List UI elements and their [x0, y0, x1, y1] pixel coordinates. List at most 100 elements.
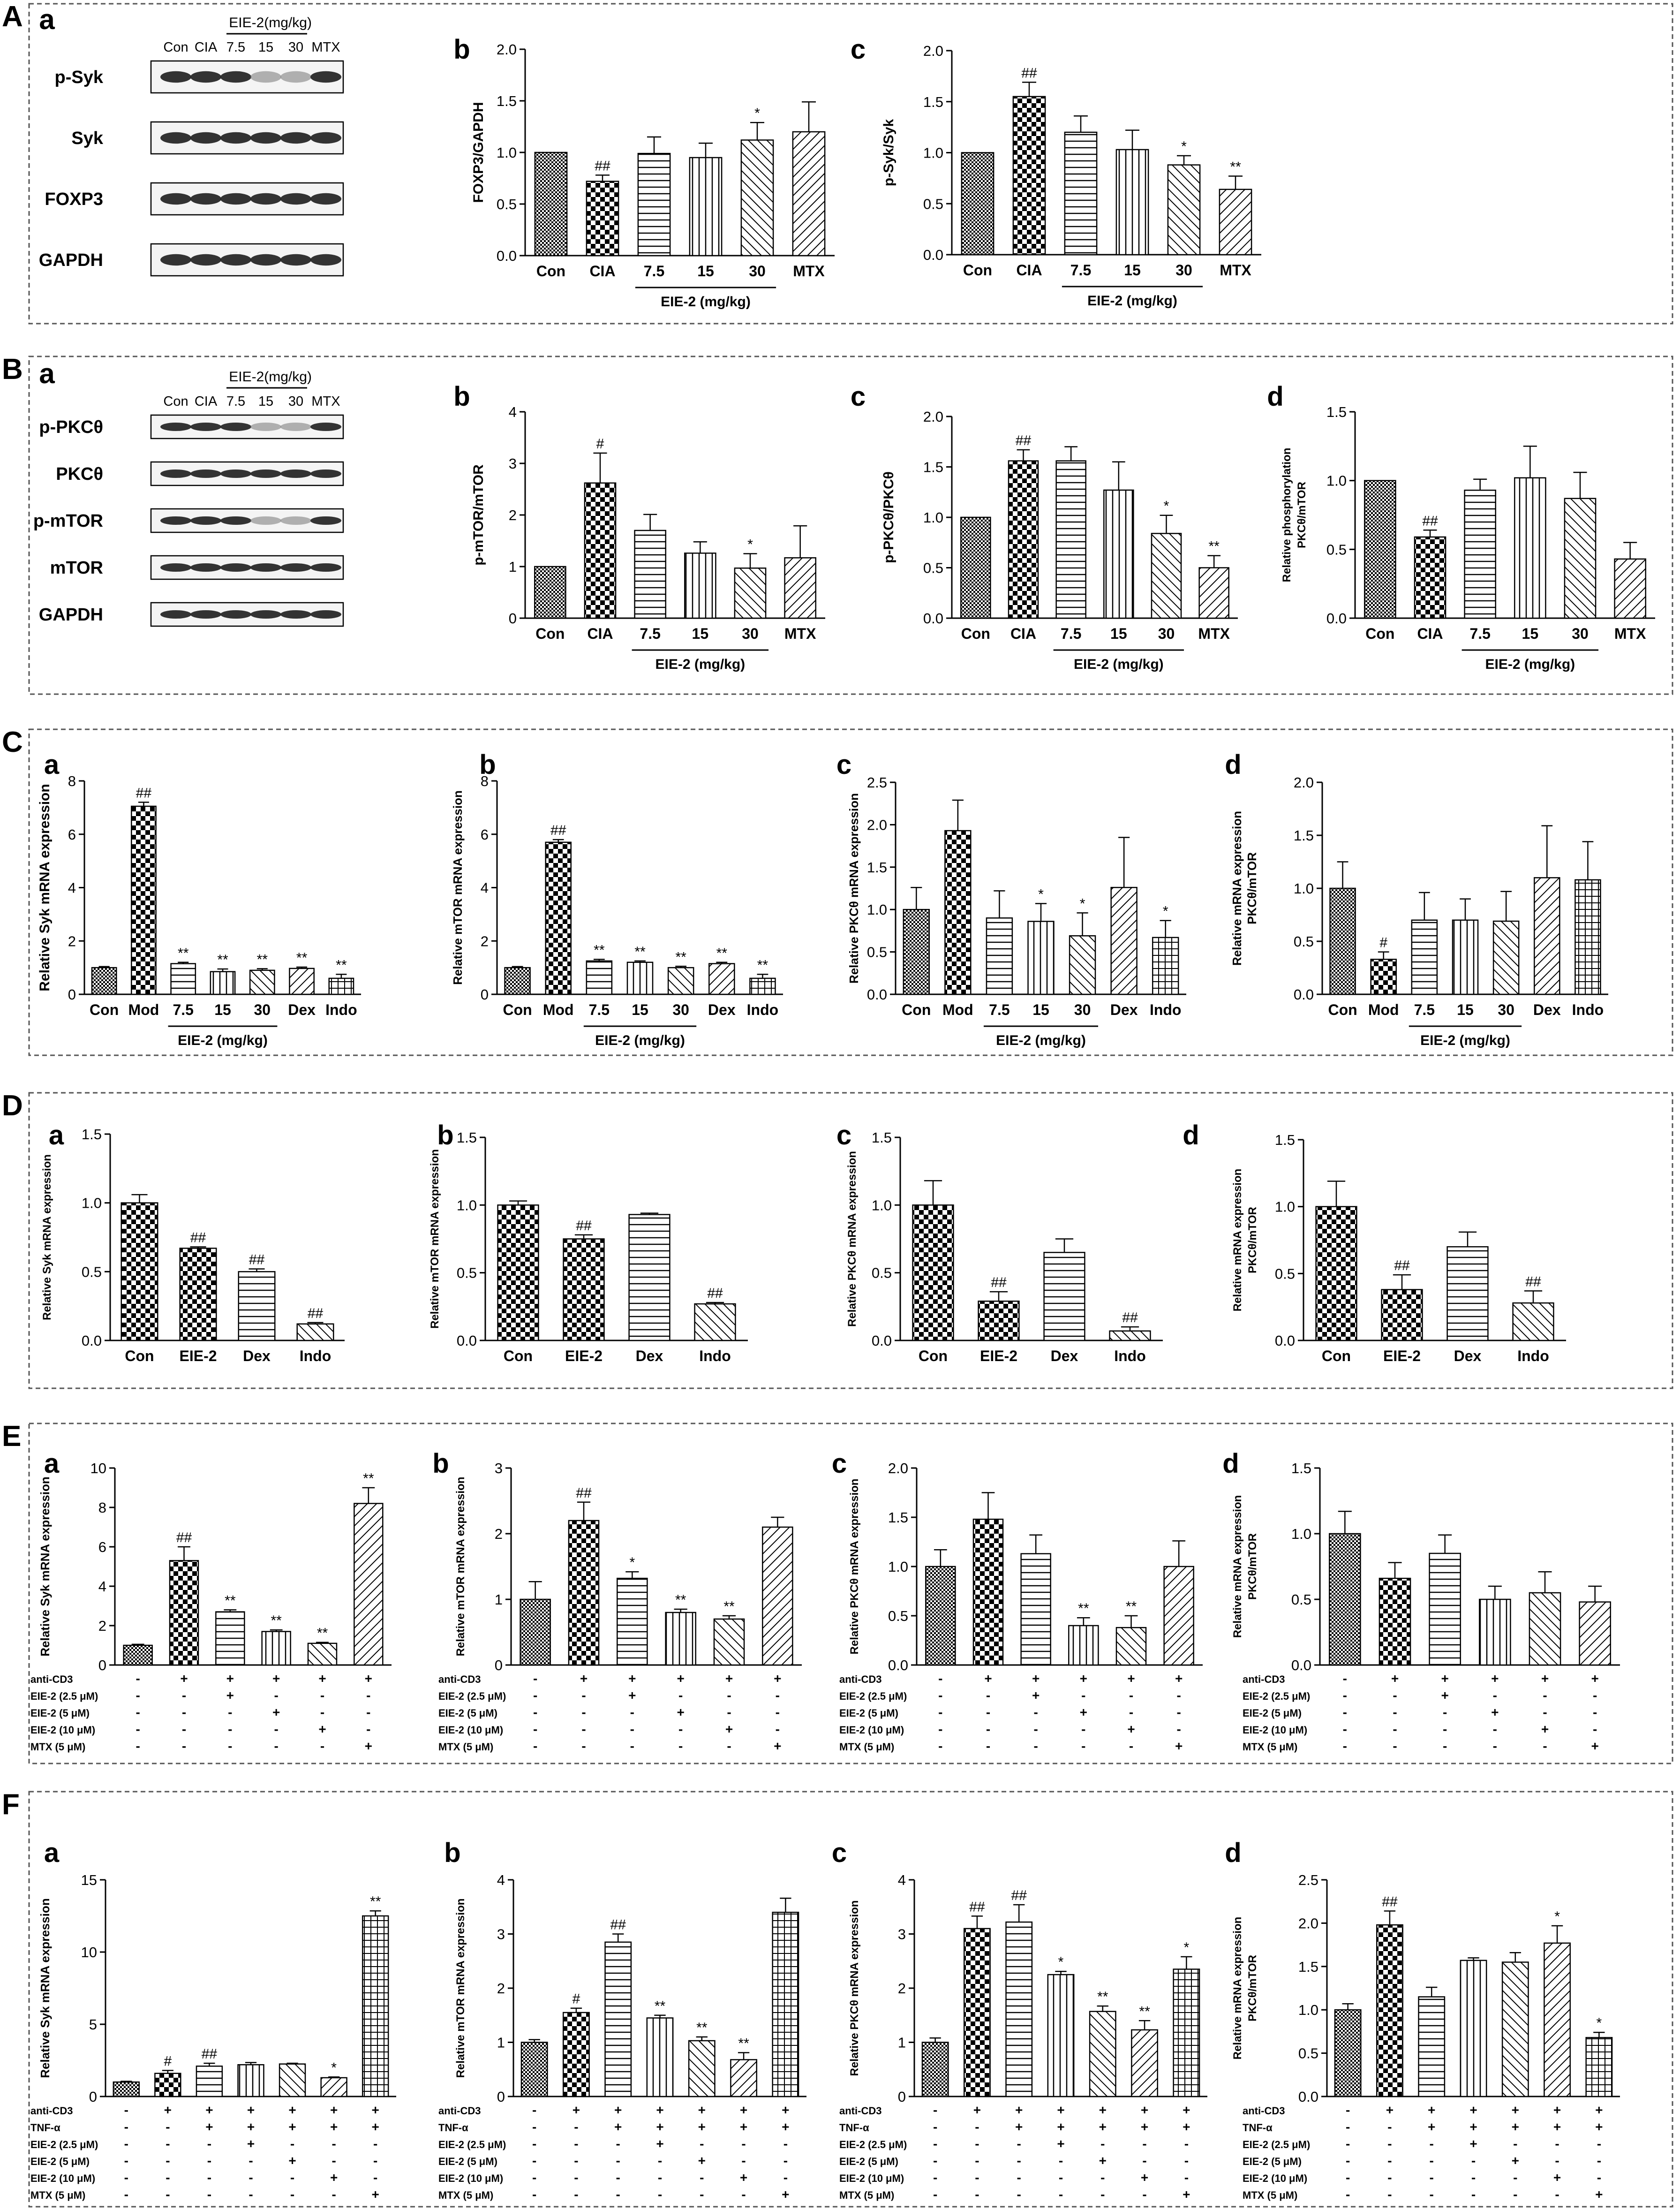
- condition-mark: -: [1059, 2153, 1063, 2168]
- condition-mark: +: [782, 2103, 789, 2117]
- condition-mark: -: [938, 1722, 942, 1736]
- y-tick-label: 1.0: [82, 1195, 102, 1211]
- condition-mark: -: [182, 1739, 186, 1753]
- condition-mark: -: [574, 2119, 578, 2134]
- bar: [689, 157, 723, 257]
- y-tick-label: 1.5: [82, 1126, 102, 1143]
- bar: [1544, 1942, 1571, 2097]
- significance-mark: ##: [1016, 433, 1032, 448]
- condition-mark: -: [1387, 2136, 1392, 2151]
- x-tick-label: CIA: [1016, 262, 1042, 279]
- condition-mark: +: [677, 1671, 684, 1686]
- condition-mark: -: [975, 2119, 979, 2134]
- y-tick-label: 2: [497, 1980, 505, 1997]
- bar: [121, 1202, 158, 1341]
- condition-mark: +: [365, 1739, 372, 1753]
- condition-mark: +: [984, 1671, 992, 1686]
- condition-mark: -: [1443, 1722, 1447, 1736]
- chart-C-b: b 0 2 4 6 8 Relative mTOR mRNA expression Con ##…: [451, 749, 783, 1048]
- condition-mark: -: [1493, 1688, 1497, 1703]
- blot-band: [220, 132, 251, 144]
- condition-mark: -: [1343, 1688, 1347, 1703]
- blot-band: [250, 132, 281, 144]
- blot-band: [310, 469, 341, 478]
- condition-mark: +: [1391, 1671, 1399, 1686]
- significance-mark: ##: [1382, 1894, 1398, 1910]
- y-axis-label: Relative mRNA expression: [1231, 1495, 1244, 1638]
- condition-mark: +: [1591, 1739, 1598, 1753]
- bar: [1334, 2009, 1362, 2097]
- y-tick-label: 2.0: [1298, 1915, 1318, 1931]
- x-tick-label: 15: [692, 625, 709, 642]
- condition-mark: +: [1032, 1688, 1040, 1703]
- condition-mark: -: [124, 2187, 128, 2202]
- condition-mark: +: [1541, 1722, 1549, 1736]
- condition-mark: -: [228, 1705, 232, 1719]
- x-tick-label: Indo: [1517, 1347, 1549, 1364]
- condition-mark: -: [1017, 2153, 1021, 2168]
- condition-mark: -: [1081, 1688, 1085, 1703]
- blot-band: [310, 132, 341, 144]
- panel-label: a: [44, 749, 60, 780]
- chart-F-d: d 0.0 0.5 1.0 1.5 2.0 2.5 Relative mRNA express…: [1225, 1838, 1620, 2202]
- bar: [944, 830, 972, 995]
- x-tick-label: Con: [961, 625, 990, 642]
- bar: [279, 2063, 306, 2097]
- blot-B: a EIE-2(mg/kg) Con CIA 7.5 15 30 MTX p-PKCθ PKCθ p…: [33, 358, 344, 627]
- condition-mark: -: [124, 2103, 128, 2117]
- bar: [1575, 879, 1601, 995]
- panel-label: b: [453, 34, 470, 65]
- condition-mark: -: [616, 2170, 620, 2185]
- significance-mark: **: [217, 952, 228, 968]
- condition-mark: -: [182, 1688, 186, 1703]
- x-tick-label: 15: [1110, 625, 1127, 642]
- condition-mark: +: [164, 2103, 172, 2117]
- x-tick-label: EIE-2: [179, 1347, 217, 1364]
- condition-mark: -: [136, 1739, 140, 1753]
- condition-mark: +: [1127, 1722, 1135, 1736]
- condition-mark: -: [274, 1722, 279, 1736]
- condition-mark: -: [783, 2153, 788, 2168]
- y-tick-label: 0.0: [457, 1332, 477, 1349]
- x-tick-label: 7.5: [1469, 625, 1490, 642]
- condition-mark: +: [247, 2136, 255, 2151]
- condition-mark: +: [580, 1671, 588, 1686]
- x-tick-label: EIE-2: [1383, 1347, 1421, 1364]
- bar: [154, 2073, 181, 2097]
- y-tick-label: 2: [98, 1618, 106, 1634]
- condition-mark: -: [136, 1688, 140, 1703]
- significance-mark: ##: [1021, 65, 1037, 81]
- y-tick-label: 1: [509, 559, 517, 575]
- panel-label: b: [479, 749, 496, 780]
- condition-mark: +: [1032, 1671, 1040, 1686]
- band-label: PKCθ: [56, 464, 103, 484]
- band-label: mTOR: [50, 558, 103, 578]
- significance-mark: *: [1597, 2015, 1602, 2031]
- lane-label: CIA: [195, 394, 218, 409]
- blot-band: [160, 193, 191, 205]
- condition-mark: -: [1493, 1722, 1497, 1736]
- condition-mark: +: [1175, 1739, 1183, 1753]
- y-tick-label: 1.0: [872, 1197, 892, 1213]
- x-tick-label: 15: [1522, 625, 1539, 642]
- condition-mark: +: [1099, 2103, 1107, 2117]
- condition-mark: -: [783, 2170, 788, 2185]
- lane-label: 30: [288, 40, 303, 55]
- x-tick-label: 30: [1074, 1001, 1091, 1018]
- panel-label: b: [437, 1120, 453, 1150]
- condition-mark: -: [166, 2136, 170, 2151]
- blot-band: [220, 469, 251, 478]
- condition-mark: -: [1034, 1739, 1038, 1753]
- condition-mark: +: [740, 2103, 747, 2117]
- blot-band: [250, 469, 281, 478]
- condition-mark: +: [1183, 2187, 1190, 2202]
- condition-mark: -: [373, 2153, 377, 2168]
- condition-mark: -: [741, 2153, 746, 2168]
- bar: [1167, 164, 1201, 256]
- condition-label: EIE-2 (10 μM): [438, 1724, 503, 1736]
- bar: [1329, 887, 1356, 995]
- condition-label: anti-CD3: [438, 2105, 481, 2117]
- x-tick-label: 15: [1457, 1001, 1474, 1018]
- condition-mark: +: [1469, 2119, 1477, 2134]
- condition-label: EIE-2 (2.5 μM): [30, 1690, 98, 1702]
